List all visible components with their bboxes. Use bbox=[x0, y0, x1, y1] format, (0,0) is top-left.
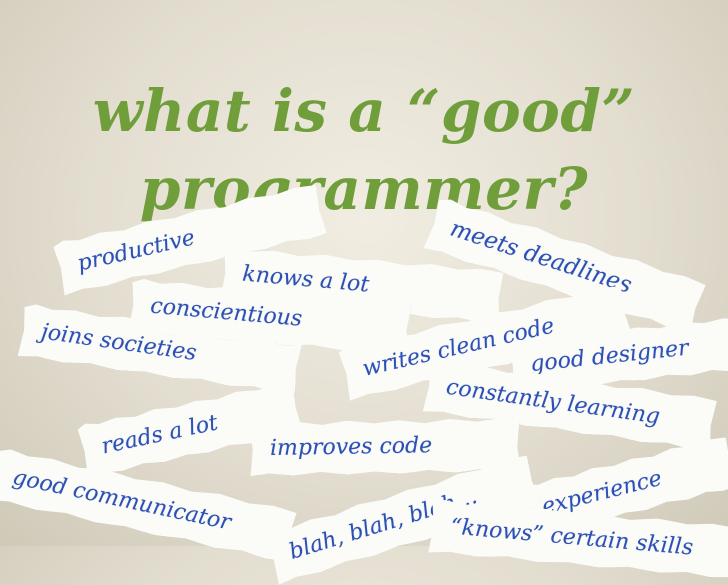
strip-improves-code: improves code bbox=[250, 418, 521, 477]
title-line-1: what is a “good” bbox=[92, 77, 636, 145]
title-line-2: programmer? bbox=[139, 155, 589, 223]
